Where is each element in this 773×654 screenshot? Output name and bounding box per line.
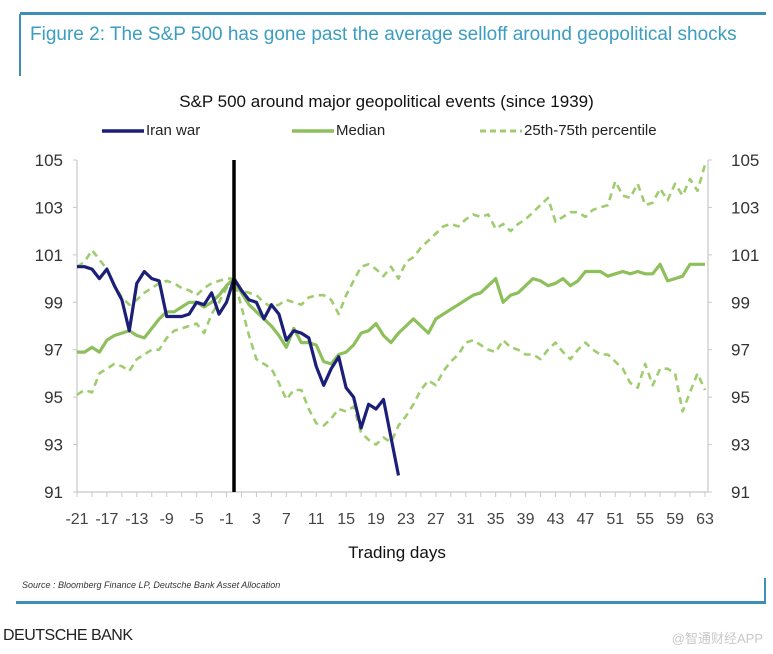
x-tick-label: 27: [427, 511, 445, 528]
x-tick-label: 51: [606, 511, 624, 528]
legend-label: Median: [336, 122, 386, 139]
x-tick-label: 7: [282, 511, 291, 528]
x-tick-label: 35: [487, 511, 505, 528]
legend-label: Iran war: [146, 122, 201, 139]
legend: Iran war Median 25th-75th percentile: [0, 122, 773, 142]
x-tick-label: -21: [65, 511, 88, 528]
source-note: Source : Bloomberg Finance LP, Deutsche …: [22, 580, 281, 590]
x-tick-label: -1: [219, 511, 233, 528]
x-tick-label: 23: [397, 511, 415, 528]
legend-item-iran-war: Iran war: [100, 122, 200, 139]
y-tick-label-right: 103: [731, 198, 759, 217]
legend-swatch-iran-war: [102, 128, 144, 133]
x-tick-label: 47: [576, 511, 594, 528]
x-tick-label: 19: [367, 511, 385, 528]
y-tick-label-left: 99: [44, 293, 63, 312]
brand-label: DEUTSCHE BANK: [3, 627, 133, 644]
x-tick-label: 43: [547, 511, 565, 528]
legend-item-median: Median: [290, 122, 385, 139]
legend-swatch-median: [292, 128, 334, 133]
series-line-iran-war: [77, 265, 401, 476]
x-tick-label: 39: [517, 511, 535, 528]
chart-title: S&P 500 around major geopolitical events…: [179, 92, 594, 111]
x-tick-label: 55: [636, 511, 654, 528]
x-tick-label: 15: [337, 511, 355, 528]
top-border: [20, 12, 766, 15]
y-tick-label-right: 95: [731, 388, 750, 407]
x-tick-label: 63: [696, 511, 714, 528]
y-tick-label-right: 97: [731, 341, 750, 360]
x-tick-label: 11: [308, 511, 325, 528]
series-line-median: [77, 262, 705, 366]
figure-title: Figure 2: The S&P 500 has gone past the …: [30, 24, 737, 45]
x-tick-label: 31: [457, 511, 475, 528]
y-tick-label-left: 103: [35, 198, 63, 217]
y-tick-label-left: 105: [35, 151, 63, 170]
x-tick-label: 3: [252, 511, 261, 528]
y-tick-label-left: 97: [44, 341, 63, 360]
series-line-percentile-upper: [76, 164, 707, 316]
x-tick-label: -17: [95, 511, 118, 528]
bottom-border: [16, 601, 766, 604]
x-tick-label: 59: [666, 511, 684, 528]
y-tick-label-left: 95: [44, 388, 63, 407]
x-tick-label: -9: [160, 511, 174, 528]
left-accent-bar: [19, 14, 21, 76]
y-tick-label-right: 101: [731, 246, 759, 265]
right-accent-bar: [764, 578, 766, 604]
y-tick-label-right: 91: [731, 483, 750, 502]
watermark: @智通财经APP: [671, 631, 763, 646]
legend-swatch-percentile: [480, 129, 522, 132]
x-tick-label: -5: [190, 511, 204, 528]
y-tick-label-right: 99: [731, 293, 750, 312]
y-tick-label-left: 93: [44, 436, 63, 455]
y-tick-label-left: 101: [35, 246, 63, 265]
x-axis-label: Trading days: [348, 543, 446, 562]
legend-label: 25th-75th percentile: [524, 122, 657, 139]
series-line-percentile-lower: [76, 277, 707, 446]
x-tick-label: -13: [125, 511, 148, 528]
y-tick-label-right: 93: [731, 436, 750, 455]
y-tick-label-right: 105: [731, 151, 759, 170]
legend-item-percentile: 25th-75th percentile: [478, 122, 657, 139]
y-tick-label-left: 91: [44, 483, 63, 502]
